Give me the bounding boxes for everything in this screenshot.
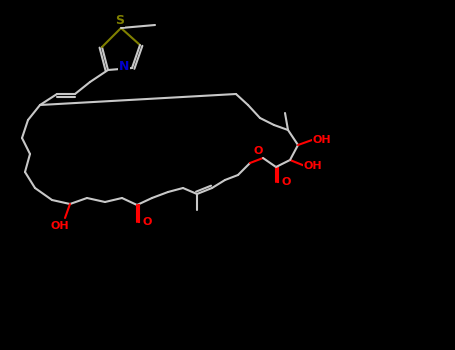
- Text: OH: OH: [51, 221, 69, 231]
- Text: O: O: [142, 217, 152, 227]
- Text: OH: OH: [313, 135, 331, 145]
- Text: O: O: [281, 177, 291, 187]
- Text: O: O: [253, 146, 263, 156]
- Text: OH: OH: [303, 161, 322, 171]
- Text: S: S: [116, 14, 125, 27]
- Text: N: N: [119, 61, 129, 74]
